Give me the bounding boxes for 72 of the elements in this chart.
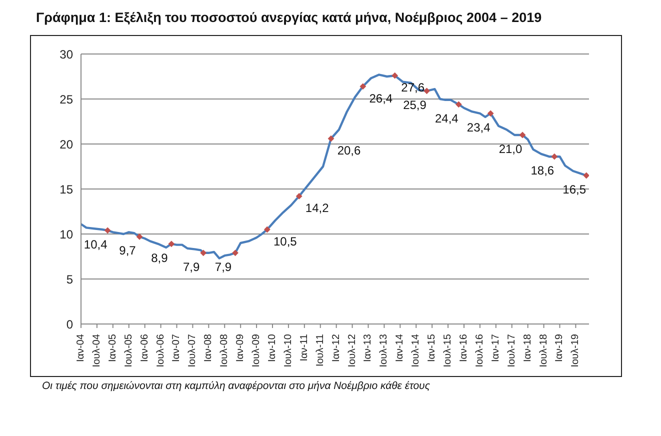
x-tick-label: Ιουλ-11	[314, 334, 326, 367]
data-label: 16,5	[562, 182, 586, 196]
point	[328, 135, 334, 142]
x-tick-label: Ιαν-06	[139, 334, 150, 362]
y-tick-label: 10	[60, 227, 74, 242]
point	[232, 250, 238, 256]
data-label: 7,9	[183, 260, 200, 274]
x-tick-label: Ιαν-04	[76, 334, 86, 362]
data-label: 9,7	[119, 244, 136, 258]
x-tick-label: Ιουλ-10	[282, 334, 294, 368]
x-tick-label: Ιουλ-05	[123, 334, 134, 368]
x-tick-label: Ιουλ-14	[410, 334, 422, 368]
x-tick-label: Ιαν-08	[203, 334, 214, 362]
x-tick-label: Ιαν-13	[362, 334, 374, 362]
x-tick-label: Ιουλ-13	[378, 334, 390, 368]
x-tick-label: Ιουλ-09	[251, 334, 262, 368]
data-label: 8,9	[151, 250, 168, 265]
data-label: 10,4	[84, 237, 108, 252]
x-tick-label: Ιαν-07	[171, 334, 182, 362]
x-tick-label: Ιουλ-06	[155, 334, 166, 368]
point	[487, 110, 494, 117]
point	[583, 172, 589, 179]
x-tick-label: Ιουλ-07	[187, 334, 198, 368]
y-tick-label: 30	[60, 47, 74, 62]
point	[104, 227, 111, 234]
x-tick-label: Ιαν-10	[266, 334, 278, 362]
x-tick-label: Ιουλ-04	[91, 334, 102, 368]
point	[200, 250, 207, 256]
data-label: 20,6	[337, 144, 362, 158]
point	[455, 101, 462, 108]
y-tick-label: 15	[60, 182, 74, 196]
point	[551, 153, 558, 160]
x-tick-label: Ιαν-11	[298, 334, 310, 362]
data-label: 23,4	[466, 120, 491, 134]
data-label: 26,4	[369, 91, 393, 106]
y-tick-label: 20	[60, 137, 74, 152]
point	[392, 72, 398, 79]
x-tick-label: Ιαν-14	[394, 334, 406, 362]
x-tick-label: Ιαν-12	[330, 334, 342, 362]
point	[519, 132, 526, 138]
point	[264, 226, 270, 233]
x-tick-label: Ιαν-09	[235, 334, 246, 362]
data-label: 21,0	[498, 142, 523, 156]
x-tick-label: Ιουλ-18	[538, 334, 550, 368]
data-label: 7,9	[214, 260, 232, 274]
x-tick-label: Ιουλ-17	[506, 334, 518, 368]
y-tick-label: 25	[60, 92, 74, 106]
data-label: 25,9	[403, 98, 427, 112]
y-tick-label: 0	[66, 317, 74, 332]
x-tick-label: Ιαν-17	[490, 334, 502, 362]
x-tick-label: Ιαν-16	[458, 334, 470, 362]
point	[360, 83, 366, 90]
y-tick-label: 5	[66, 272, 74, 286]
x-tick-label: Ιουλ-16	[474, 334, 486, 368]
x-tick-label: Ιαν-18	[522, 334, 534, 362]
x-tick-label: Ιουλ-12	[346, 334, 358, 368]
chart-title: Γράφημα 1: Εξέλιξη του ποσοστού ανεργίας κατά μήνα, Νοέμβριος 2004 – 2019	[35, 9, 543, 27]
x-tick-label: Ιουλ-15	[442, 334, 454, 368]
point	[424, 88, 430, 94]
data-label: 14,2	[305, 201, 330, 216]
x-tick-label: Ιαν-19	[554, 334, 566, 362]
point	[168, 240, 175, 248]
x-tick-label: Ιουλ-08	[219, 334, 230, 368]
x-tick-label: Ιαν-15	[426, 334, 438, 362]
x-tick-label: Ιαν-05	[107, 334, 118, 362]
data-label: 18,6	[530, 164, 554, 178]
data-label: 10,5	[274, 234, 298, 248]
point	[136, 234, 143, 240]
data-label: 24,4	[434, 111, 459, 126]
x-tick-label: Ιουλ-19	[570, 334, 582, 368]
text: Οι τιμές που σημειώνονται στη καμπύλη αναφέρονται στο μήνα Νοέμβριο κάθε έτους	[41, 379, 431, 392]
point	[296, 193, 302, 200]
